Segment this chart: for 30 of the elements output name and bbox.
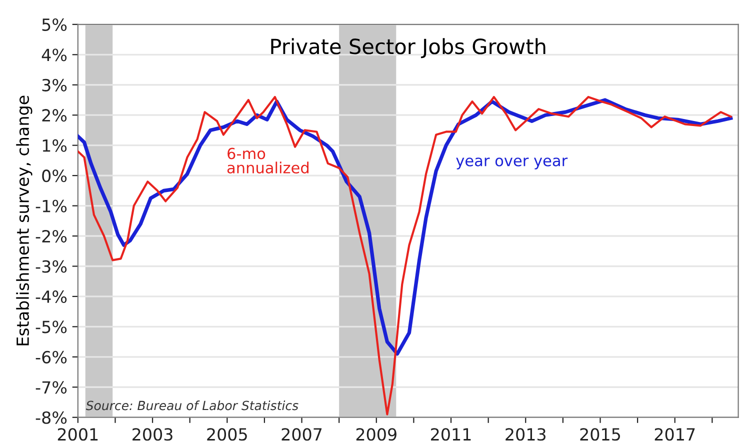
y-tick-label: -2% (36, 230, 67, 243)
y-tick-label: -7% (36, 381, 67, 394)
x-tick-label: 2005 (207, 428, 247, 441)
y-tick-label: 0% (42, 170, 67, 182)
annotation: Source: Bureau of Labor Statistics (86, 400, 298, 410)
y-tick-label: -5% (36, 320, 67, 334)
series-label: year over year (456, 158, 568, 170)
series-label: 6-mo annualized (227, 148, 308, 174)
line-series (78, 98, 733, 356)
line-series (78, 96, 732, 416)
y-tick-label: 3% (42, 78, 67, 92)
y-tick-label: 5% (42, 18, 67, 31)
x-tick-label: 2013 (506, 428, 546, 441)
x-tick-label: 2001 (58, 428, 98, 441)
y-tick-label: -3% (36, 260, 67, 273)
x-tick-label: 2017 (654, 428, 695, 441)
y-tick-label: 4% (42, 48, 67, 62)
y-tick-label: 2% (42, 109, 67, 122)
y-tick-label: -1% (36, 200, 67, 212)
y-tick-label: -4% (36, 290, 67, 304)
y-tick-label: -6% (36, 350, 67, 364)
y-tick-label: 1% (42, 139, 67, 152)
y-tick-label: -8% (36, 411, 67, 424)
x-tick-label: 2003 (132, 428, 172, 441)
text: Private Sector Jobs Growth (271, 38, 546, 58)
x-tick-label: 2007 (282, 428, 322, 441)
x-tick-label: 2011 (431, 428, 471, 441)
x-tick-label: 2009 (356, 428, 396, 441)
x-tick-label: 2015 (580, 428, 620, 441)
y-axis-title: Establishment survey, change (16, 96, 32, 346)
